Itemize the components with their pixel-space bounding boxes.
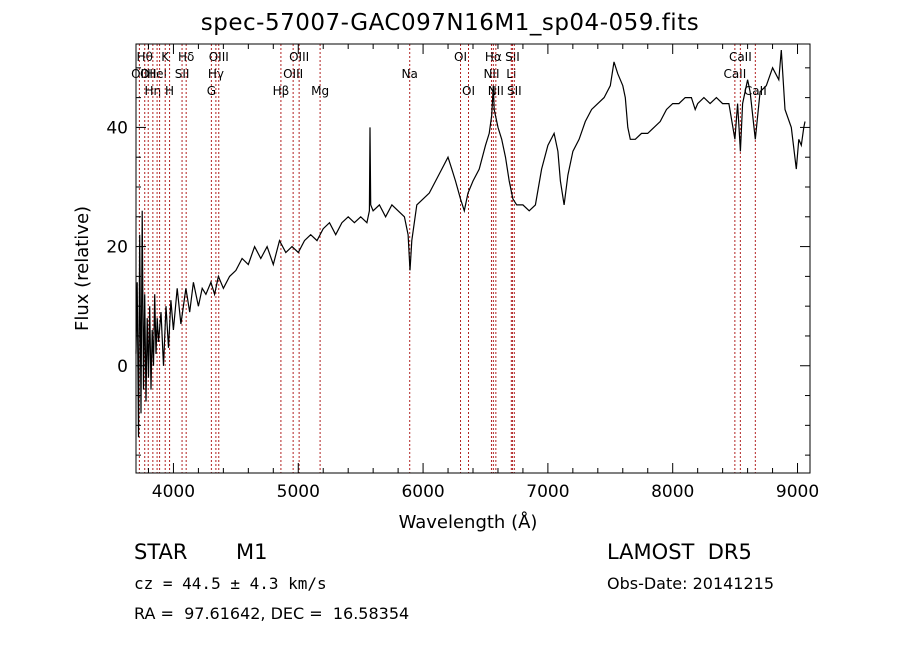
x-tick-label: 7000 [526,482,569,502]
spectral-line-label: OI [462,84,475,98]
spectral-line-label: Na [402,67,418,81]
spectral-line-label: Mg [311,84,329,98]
spectral-line-label: CaII [729,50,752,64]
spectral-line-label: Hη [145,84,162,98]
x-tick-label: 5000 [277,482,320,502]
spectral-line-label: Hγ [208,67,224,81]
spectral-line-label: Hθ [137,50,153,64]
spectral-line-label: SII [505,50,520,64]
spectral-line-label: Hδ [178,50,194,64]
spectral-line-label: H [165,84,174,98]
observation-date-text: Obs-Date: 20141215 [607,574,775,593]
x-tick-label: 9000 [776,482,819,502]
plot-frame [135,43,811,474]
spectral-line-label: CaII [723,67,746,81]
spectral-line-label: OII [131,67,148,81]
spectral-line-label: Hβ [273,84,290,98]
spectral-line-label: CaII [744,84,767,98]
object-class-label: STAR [134,540,188,564]
spectral-line-label: SII [507,84,522,98]
survey-label: LAMOST DR5 [607,540,752,564]
x-tick-label: 6000 [401,482,444,502]
spectral-line-label: Li [506,67,516,81]
y-tick-label: 0 [117,357,128,377]
y-axis-label: Flux (relative) [72,206,93,331]
coordinates-text: RA = 97.61642, DEC = 16.58354 [134,604,410,623]
spectral-line-label: K [161,50,170,64]
spectral-line-label: OIII [283,67,303,81]
spectral-line-label: SII [175,67,190,81]
spectrum-series-line [135,49,806,438]
spectral-line-label: OIII [289,50,309,64]
spectral-line-label: Hα [485,50,502,64]
spectral-line-label: HeI [147,67,167,81]
x-tick-label: 8000 [651,482,694,502]
spectral-line-label: OI [454,50,467,64]
y-tick-label: 40 [106,118,128,138]
object-subclass-label: M1 [236,540,268,564]
spectral-line-label: NII [488,84,504,98]
spectral-line-label: NII [483,67,499,81]
x-axis-label: Wavelength (Å) [399,511,538,533]
redshift-velocity-text: cz = 44.5 ± 4.3 km/s [134,574,327,593]
y-tick-label: 20 [106,238,128,258]
x-tick-label: 4000 [152,482,195,502]
chart-title: spec-57007-GAC097N16M1_sp04-059.fits [200,10,700,36]
spectral-line-label: G [207,84,216,98]
spectral-line-label: OIII [209,50,229,64]
